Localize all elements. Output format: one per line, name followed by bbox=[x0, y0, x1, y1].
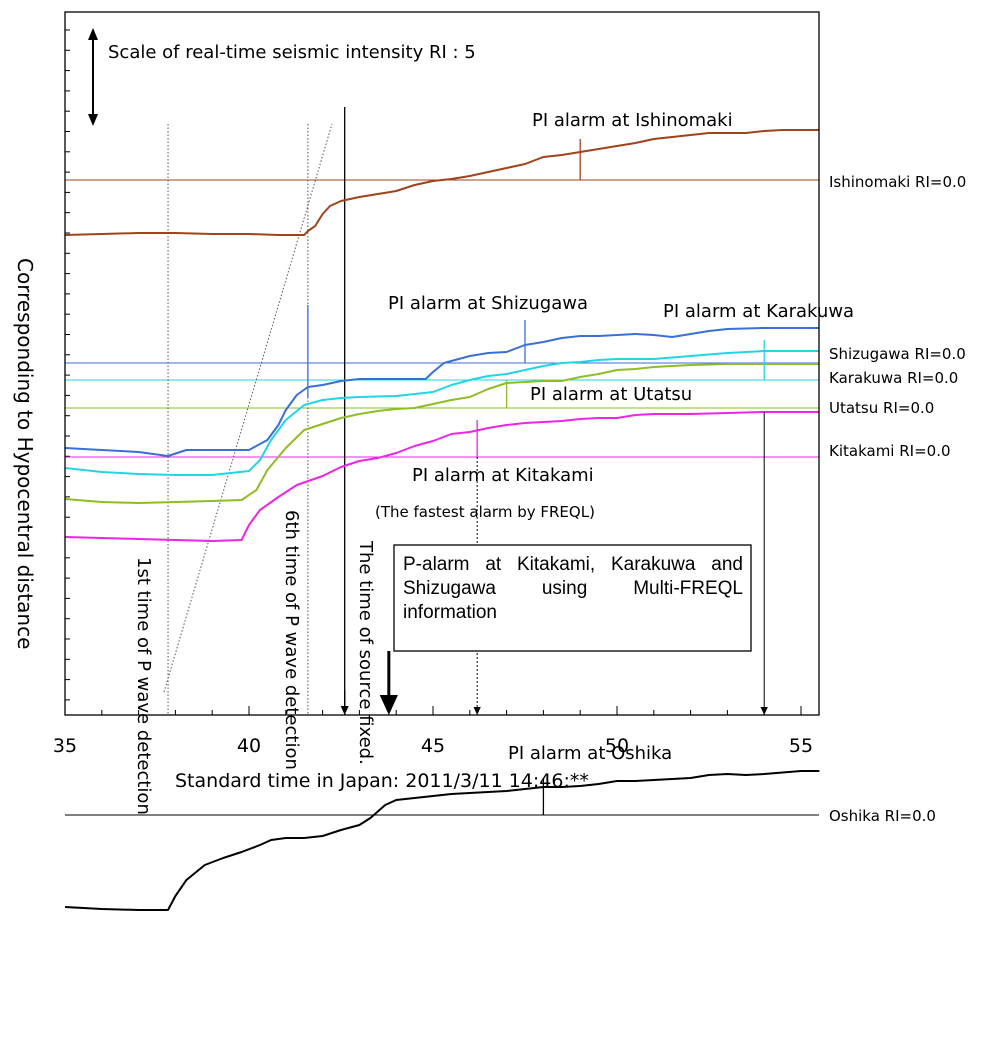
x-tick-label-35: 35 bbox=[53, 735, 77, 757]
alarm-label-karakuwa: PI alarm at Karakuwa bbox=[663, 301, 854, 322]
event-lines bbox=[163, 107, 346, 715]
scale-note: Scale of real-time seismic intensity RI … bbox=[108, 42, 476, 63]
series-line-oshika bbox=[64, 770, 820, 911]
kitakami-alarm-arrow-head bbox=[473, 707, 481, 715]
alarm-label-shizugawa: PI alarm at Shizugawa bbox=[388, 293, 588, 314]
series-lines bbox=[64, 129, 820, 911]
event-label-6th-p: 6th time of P wave detection bbox=[281, 510, 302, 770]
source-fixed-arrow-head bbox=[340, 706, 349, 715]
series-line-karakuwa bbox=[64, 350, 820, 476]
alarm-label-kitakami: PI alarm at Kitakami bbox=[412, 465, 594, 486]
tick-marks bbox=[64, 29, 802, 715]
x-tick-label-55: 55 bbox=[789, 735, 813, 757]
baselines bbox=[65, 179, 819, 816]
x-tick-label-45: 45 bbox=[421, 735, 445, 757]
baseline-label-kitakami: Kitakami RI=0.0 bbox=[829, 442, 951, 460]
p-alarm-box-text: P-alarm at Kitakami, Karakuwa and Shizug… bbox=[403, 554, 743, 623]
baseline-label-shizugawa: Shizugawa RI=0.0 bbox=[829, 345, 966, 363]
fastest-note: (The fastest alarm by FREQL) bbox=[375, 503, 595, 521]
baseline-label-utatsu: Utatsu RI=0.0 bbox=[829, 399, 934, 417]
baseline-label-ishinomaki: Ishinomaki RI=0.0 bbox=[829, 173, 966, 191]
alarm-label-ishinomaki: PI alarm at Ishinomaki bbox=[532, 110, 733, 131]
baseline-label-karakuwa: Karakuwa RI=0.0 bbox=[829, 369, 958, 387]
series-line-kitakami bbox=[64, 411, 820, 542]
baseline-label-oshika: Oshika RI=0.0 bbox=[829, 807, 936, 825]
event-label-source-fixed: The time of source fixed. bbox=[355, 540, 376, 765]
series-line-shizugawa bbox=[64, 327, 820, 457]
y-axis-title: Corresponding to Hypocentral distance bbox=[13, 258, 37, 649]
series-line-ishinomaki bbox=[64, 129, 820, 236]
scale-arrow bbox=[88, 28, 98, 126]
p-alarm-box bbox=[393, 544, 752, 652]
alarm-arrows bbox=[340, 412, 768, 715]
x-tick-label-40: 40 bbox=[237, 735, 261, 757]
x-tick-label-50: 50 bbox=[605, 735, 629, 757]
plot-frame bbox=[64, 11, 820, 716]
karakuwa-alarm-arrow-head bbox=[760, 707, 768, 715]
event-label-1st-p: 1st time of P wave detection bbox=[133, 557, 154, 815]
alarm-label-utatsu: PI alarm at Utatsu bbox=[530, 384, 692, 405]
p-alarm-arrow-head bbox=[379, 695, 398, 715]
x-axis-title: Standard time in Japan: 2011/3/11 14:46:… bbox=[175, 770, 589, 792]
alarm-label-oshika: PI alarm at Oshika bbox=[508, 743, 672, 764]
pi-alarm-marks bbox=[307, 139, 765, 815]
series-line-utatsu bbox=[64, 363, 820, 504]
p-wave-moveout-line bbox=[163, 123, 333, 693]
